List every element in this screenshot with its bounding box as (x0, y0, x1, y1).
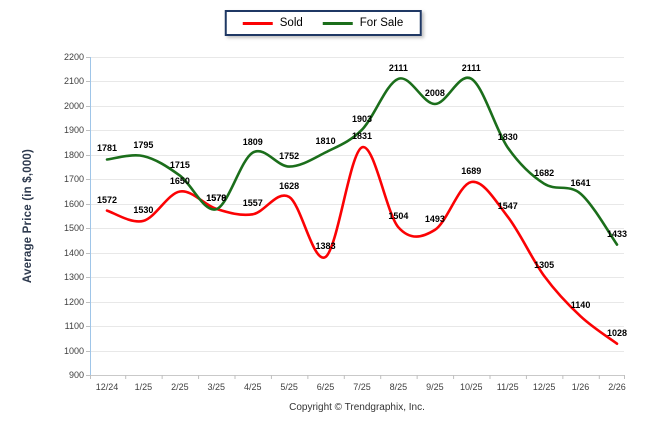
data-label-for-sale: 1641 (570, 177, 591, 188)
x-axis-tick-label: 11/25 (496, 382, 519, 392)
x-axis-tick-label: 2/26 (608, 382, 626, 392)
y-axis-tick-label: 1100 (64, 321, 84, 332)
data-label-sold: 1305 (534, 259, 555, 270)
data-label-for-sale: 1715 (169, 159, 190, 170)
y-axis-tick-label: 1700 (63, 174, 84, 185)
for-sale-line-swatch-icon (322, 21, 353, 25)
data-label-sold: 1547 (497, 200, 518, 211)
data-label-for-sale: 1578 (206, 193, 227, 204)
data-label-sold: 1831 (351, 131, 373, 142)
data-label-sold: 1530 (133, 204, 154, 215)
y-axis-tick-label: 1300 (63, 272, 84, 283)
data-label-for-sale: 2008 (424, 87, 445, 98)
data-label-for-sale: 2111 (461, 62, 481, 73)
data-label-for-sale: 1682 (534, 167, 555, 178)
x-axis-tick-label: 1/26 (571, 382, 590, 392)
x-axis-tick-label: 8/25 (389, 382, 408, 392)
data-label-for-sale: 1795 (133, 140, 154, 151)
data-label-sold: 1028 (606, 327, 628, 338)
x-axis-tick-label: 7/25 (353, 382, 371, 392)
x-axis-tick-label: 3/25 (207, 382, 226, 392)
data-label-sold: 1579 (206, 192, 227, 203)
legend-label-sold: Sold (279, 17, 303, 29)
y-axis-tick-label: 1400 (63, 247, 84, 258)
y-axis-tick-label: 2000 (63, 100, 84, 111)
copyright-text: Copyright © Trendgraphix, Inc. (289, 402, 425, 413)
y-axis-tick-label: 1600 (63, 198, 84, 209)
y-axis-tick-label: 2100 (63, 76, 84, 87)
data-label-sold: 1493 (424, 213, 445, 224)
y-axis-tick-label: 900 (68, 370, 84, 380)
x-axis-tick-label: 5/25 (280, 382, 298, 392)
y-axis-tick-label: 1000 (63, 345, 84, 356)
data-label-for-sale: 1903 (351, 113, 373, 124)
data-label-sold: 1383 (315, 240, 336, 251)
y-axis-tick-label: 1500 (63, 223, 84, 234)
data-label-sold: 1689 (461, 165, 482, 176)
x-axis-tick-label: 10/25 (460, 382, 483, 392)
x-axis-tick-label: 9/25 (426, 382, 444, 392)
data-label-sold: 1504 (388, 211, 409, 222)
x-axis-tick-label: 12/24 (95, 382, 119, 392)
chart-legend: Sold For Sale (224, 10, 422, 36)
y-axis-tick-label: 1900 (63, 125, 84, 136)
y-axis-title: Average Price (in $,000) (22, 148, 34, 284)
legend-item-for-sale: For Sale (322, 17, 404, 29)
x-axis-tick-label: 12/25 (532, 382, 556, 392)
legend-item-sold: Sold (242, 17, 303, 29)
data-label-sold: 1572 (96, 194, 118, 205)
data-label-for-sale: 1809 (242, 136, 263, 147)
data-label-sold: 1557 (242, 198, 263, 209)
x-axis-tick-label: 2/25 (171, 382, 189, 392)
data-label-for-sale: 1830 (497, 131, 518, 142)
y-axis-tick-label: 1200 (63, 296, 84, 307)
data-label-sold: 1628 (279, 180, 300, 191)
data-label-sold: 1650 (169, 175, 190, 186)
series-line-for-sale (105, 76, 619, 246)
x-axis-tick-label: 1/25 (134, 382, 153, 392)
data-label-for-sale: 1433 (606, 228, 628, 239)
y-axis-tick-label: 1800 (63, 149, 84, 160)
x-axis-tick-label: 4/25 (243, 382, 262, 392)
data-label-sold: 1140 (570, 300, 591, 311)
sold-line-swatch-icon (242, 21, 273, 25)
data-label-for-sale: 2111 (388, 62, 408, 73)
x-axis-tick-label: 6/25 (316, 382, 335, 392)
data-label-for-sale: 1810 (315, 136, 336, 147)
legend-label-for-sale: For Sale (359, 17, 404, 29)
data-label-for-sale: 1752 (279, 150, 300, 161)
y-axis-tick-label: 2200 (63, 52, 84, 62)
data-label-for-sale: 1781 (96, 143, 118, 154)
